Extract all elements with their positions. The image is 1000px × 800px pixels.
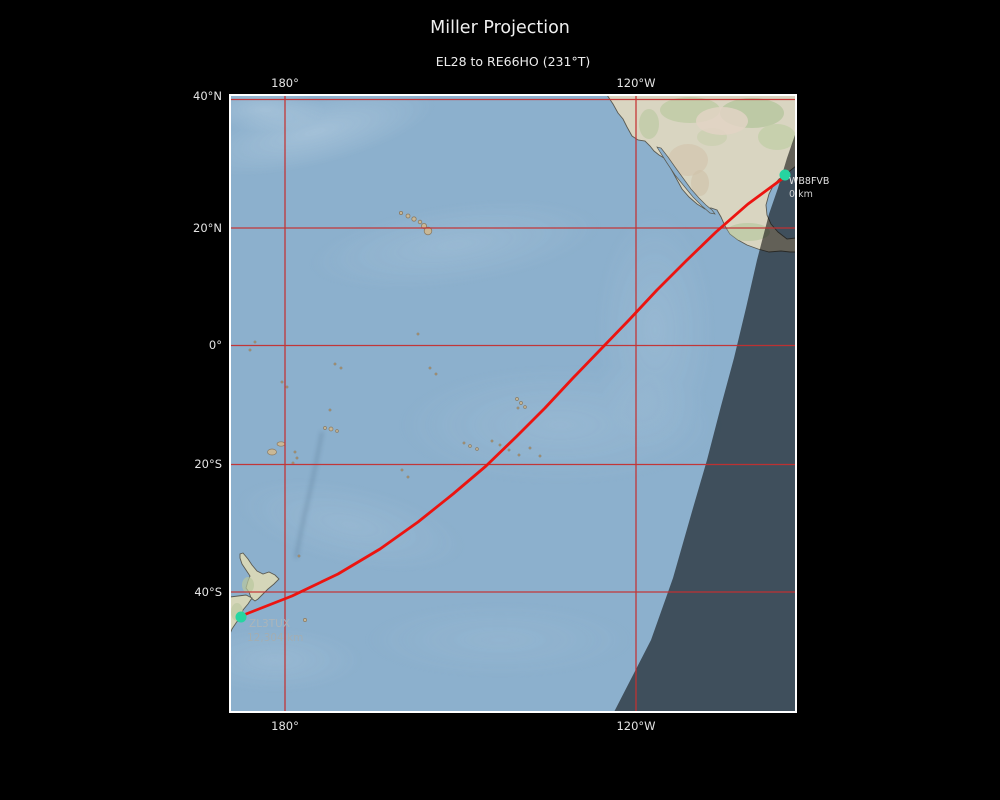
night-terminator-overlay: [614, 132, 796, 712]
figure-title: Miller Projection: [430, 18, 570, 38]
nz-green-patch: [242, 577, 254, 593]
station-distance-wb8fvb: 0 km: [789, 189, 813, 200]
land-texture: [639, 97, 796, 241]
station-label-wb8fvb: WB8FVB: [789, 176, 829, 187]
tick-labels: 180° 120°W 180° 120°W 40°N 20°N 0° 20°S …: [193, 76, 656, 733]
tick-left-40n: 40°N: [193, 89, 222, 103]
gulf-of-california: [656, 146, 716, 215]
tick-bottom-180: 180°: [271, 719, 299, 733]
axes-title: EL28 to RE66HO (231°T): [436, 54, 590, 69]
great-circle-path: [239, 174, 788, 618]
tick-bottom-120w: 120°W: [616, 719, 655, 733]
station-label-zl3tux: ZL3TUX: [249, 618, 290, 630]
bathymetry-texture: [230, 95, 725, 694]
station-distance-zl3tux: 12,304 km: [247, 632, 303, 644]
tick-top-180: 180°: [271, 76, 299, 90]
graticule: [230, 95, 796, 712]
map-body: ZL3TUX 12,304 km: [230, 95, 796, 712]
tick-left-20n: 20°N: [193, 221, 222, 235]
trench-streak: [294, 431, 324, 559]
station-marker-zl3tux: [235, 611, 247, 623]
pacific-islands: [248, 332, 542, 622]
tick-left-20s: 20°S: [194, 457, 222, 471]
tick-left-0: 0°: [209, 338, 222, 352]
hawaiian-islands: [398, 210, 433, 236]
tick-top-120w: 120°W: [616, 76, 655, 90]
map-frame: [229, 94, 797, 713]
tick-left-40s: 40°S: [194, 585, 222, 599]
station-marker-wb8fvb: [779, 169, 791, 181]
